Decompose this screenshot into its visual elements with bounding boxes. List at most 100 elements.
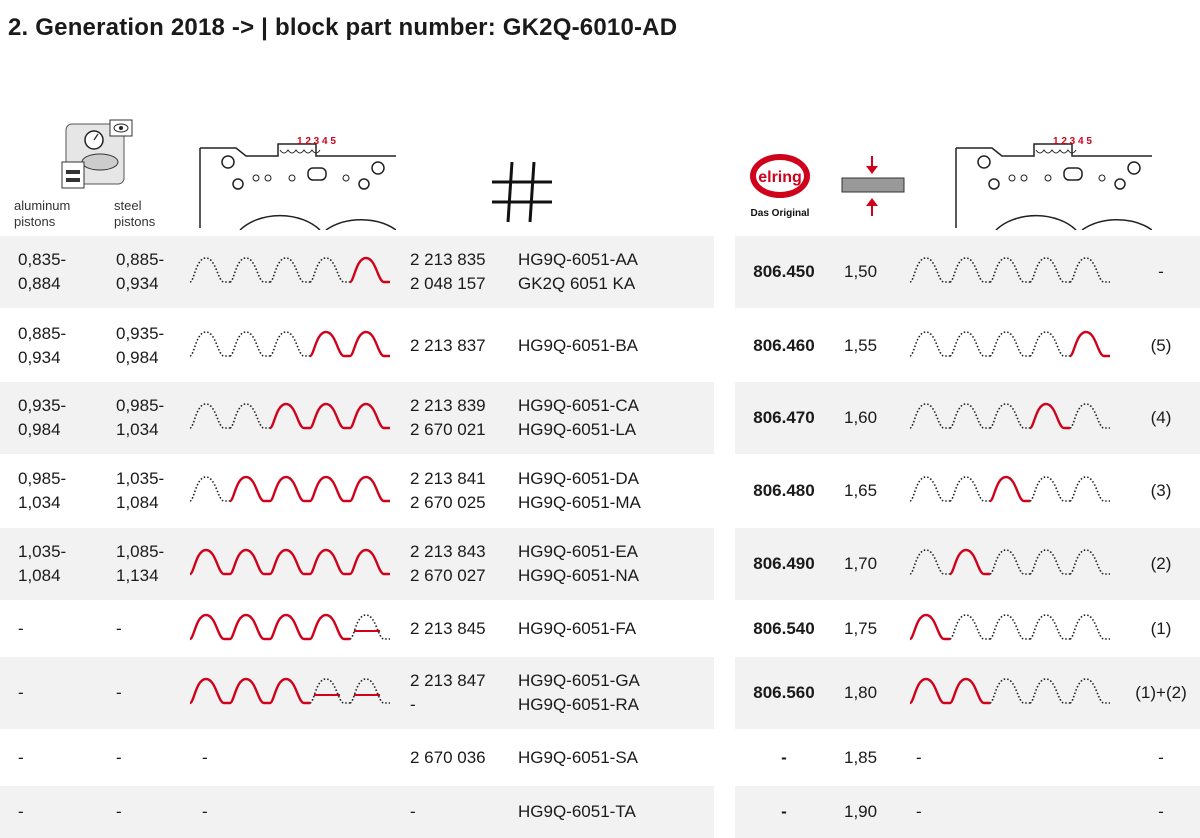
- notch-code: -: [1158, 262, 1164, 281]
- wave-notch-3: [269, 331, 310, 357]
- table-row-left: [0, 382, 714, 454]
- wave-notch-5: [1069, 257, 1110, 283]
- wave-notch-5: [349, 678, 390, 704]
- aluminum-piston-value: 0,835- 0,884: [18, 250, 67, 293]
- wave-notch-2: [229, 331, 270, 357]
- ford-part-code: HG9Q-6051-GA HG9Q-6051-RA: [518, 671, 640, 714]
- elring-logo-text: elring: [758, 169, 802, 186]
- wave-notch-4: [1029, 476, 1070, 502]
- ford-part-code: HG9Q-6051-SA: [518, 748, 638, 767]
- notch-code: -: [1158, 748, 1164, 767]
- aluminum-piston-value: 0,935- 0,984: [18, 396, 67, 439]
- gasket-thickness: 1,65: [844, 481, 878, 500]
- aluminum-piston-value: 0,985- 1,034: [18, 469, 67, 512]
- wave-notch-1: [909, 613, 950, 641]
- wave-notch-5: [349, 548, 390, 576]
- aluminum-piston-value: 1,035- 1,084: [18, 542, 67, 585]
- notch-code: (1)+(2): [1135, 683, 1187, 702]
- wave-notch-2: [229, 403, 270, 429]
- wave-notch-4: [1029, 402, 1070, 430]
- wave-notch-3: [989, 331, 1030, 357]
- wave-notch-4: [1029, 257, 1070, 283]
- gasket-notch-numbers-right: 1 2 3 4 5: [1053, 136, 1092, 147]
- wave-notch-1: [189, 257, 230, 283]
- wave-notch-2: [229, 613, 270, 641]
- elring-part-number: -: [781, 802, 787, 821]
- notch-empty-left: -: [202, 802, 208, 821]
- aluminum-piston-value: -: [18, 748, 24, 767]
- wave-notch-2: [229, 475, 270, 503]
- steel-piston-value: 0,985- 1,034: [116, 396, 165, 439]
- gasket-thickness: 1,55: [844, 336, 878, 355]
- wave-notch-2: [949, 403, 990, 429]
- table-row-right: [735, 786, 1200, 838]
- wave-notch-5: [1069, 403, 1110, 429]
- elring-part-number: -: [781, 748, 787, 767]
- wave-notch-2: [949, 257, 990, 283]
- elring-part-number: 806.560: [753, 683, 815, 702]
- header-steel-pistons: steel pistons: [114, 198, 156, 229]
- measuring-icon: [61, 119, 133, 189]
- aluminum-piston-value: -: [18, 683, 24, 702]
- gasket-notch-wave-right: [909, 613, 1110, 641]
- elring-part-number: 806.490: [753, 554, 815, 573]
- wave-notch-5: [349, 330, 390, 358]
- gasket-notch-wave-left: [189, 402, 390, 430]
- elring-part-number: 806.540: [753, 619, 815, 638]
- table-row-right: [735, 382, 1200, 454]
- ford-part-code: HG9Q-6051-CA HG9Q-6051-LA: [518, 396, 639, 439]
- ford-part-code: HG9Q-6051-BA: [518, 336, 638, 355]
- wave-notch-1: [189, 403, 230, 429]
- gasket-thickness: 1,80: [844, 683, 878, 702]
- gasket-notch-wave-left: [189, 613, 390, 641]
- notch-code: (3): [1150, 481, 1172, 500]
- wave-notch-4: [1029, 549, 1070, 575]
- wave-notch-3: [269, 402, 310, 430]
- header-aluminum-pistons: aluminum pistons: [14, 198, 71, 229]
- wave-notch-5: [1069, 549, 1110, 575]
- aluminum-piston-value: -: [18, 619, 24, 638]
- wave-notch-5: [349, 475, 390, 503]
- wave-notch-2: [229, 677, 270, 705]
- gasket-notch-wave-right: [909, 330, 1110, 358]
- table-row-right: [735, 657, 1200, 729]
- wave-notch-3: [989, 614, 1030, 640]
- wave-notch-5: [1069, 678, 1110, 704]
- gasket-notch-wave-left: [189, 475, 390, 503]
- table-row-right: [735, 236, 1200, 308]
- table-row-left: [0, 236, 714, 308]
- notch-code: (1): [1150, 619, 1172, 638]
- wave-notch-3: [989, 475, 1030, 503]
- elring-part-number: 806.460: [753, 336, 815, 355]
- wave-notch-3: [269, 257, 310, 283]
- wave-notch-5: [1069, 330, 1110, 358]
- steel-piston-value: 0,885- 0,934: [116, 250, 165, 293]
- steel-piston-value: -: [116, 748, 122, 767]
- gasket-notch-wave-right: [909, 548, 1110, 576]
- notch-code: -: [1158, 802, 1164, 821]
- gasket-drawing-right: 1 2 3 4 5: [955, 136, 1152, 230]
- wave-notch-2: [949, 677, 990, 705]
- wave-notch-3: [269, 677, 310, 705]
- gasket-thickness: 1,90: [844, 802, 878, 821]
- wave-notch-1: [189, 331, 230, 357]
- wave-notch-4: [1029, 678, 1070, 704]
- wave-notch-2: [229, 257, 270, 283]
- wave-notch-3: [989, 403, 1030, 429]
- wave-notch-5: [1069, 614, 1110, 640]
- steel-piston-value: 0,935- 0,984: [116, 324, 165, 367]
- notch-code: (4): [1150, 408, 1172, 427]
- elring-part-number: 806.480: [753, 481, 815, 500]
- wave-notch-1: [909, 677, 950, 705]
- wave-notch-3: [989, 678, 1030, 704]
- wave-notch-3: [269, 475, 310, 503]
- wave-notch-4: [309, 678, 350, 704]
- gasket-notch-wave-left: [189, 677, 390, 705]
- gasket-notch-wave-left: [189, 256, 390, 284]
- elring-part-number: 806.470: [753, 408, 815, 427]
- hash-icon: [492, 161, 552, 223]
- wave-notch-5: [349, 614, 390, 640]
- page-title: 2. Generation 2018 -> | block part numbe…: [8, 14, 678, 41]
- elring-part-number: 806.450: [753, 262, 815, 281]
- steel-piston-value: -: [116, 802, 122, 821]
